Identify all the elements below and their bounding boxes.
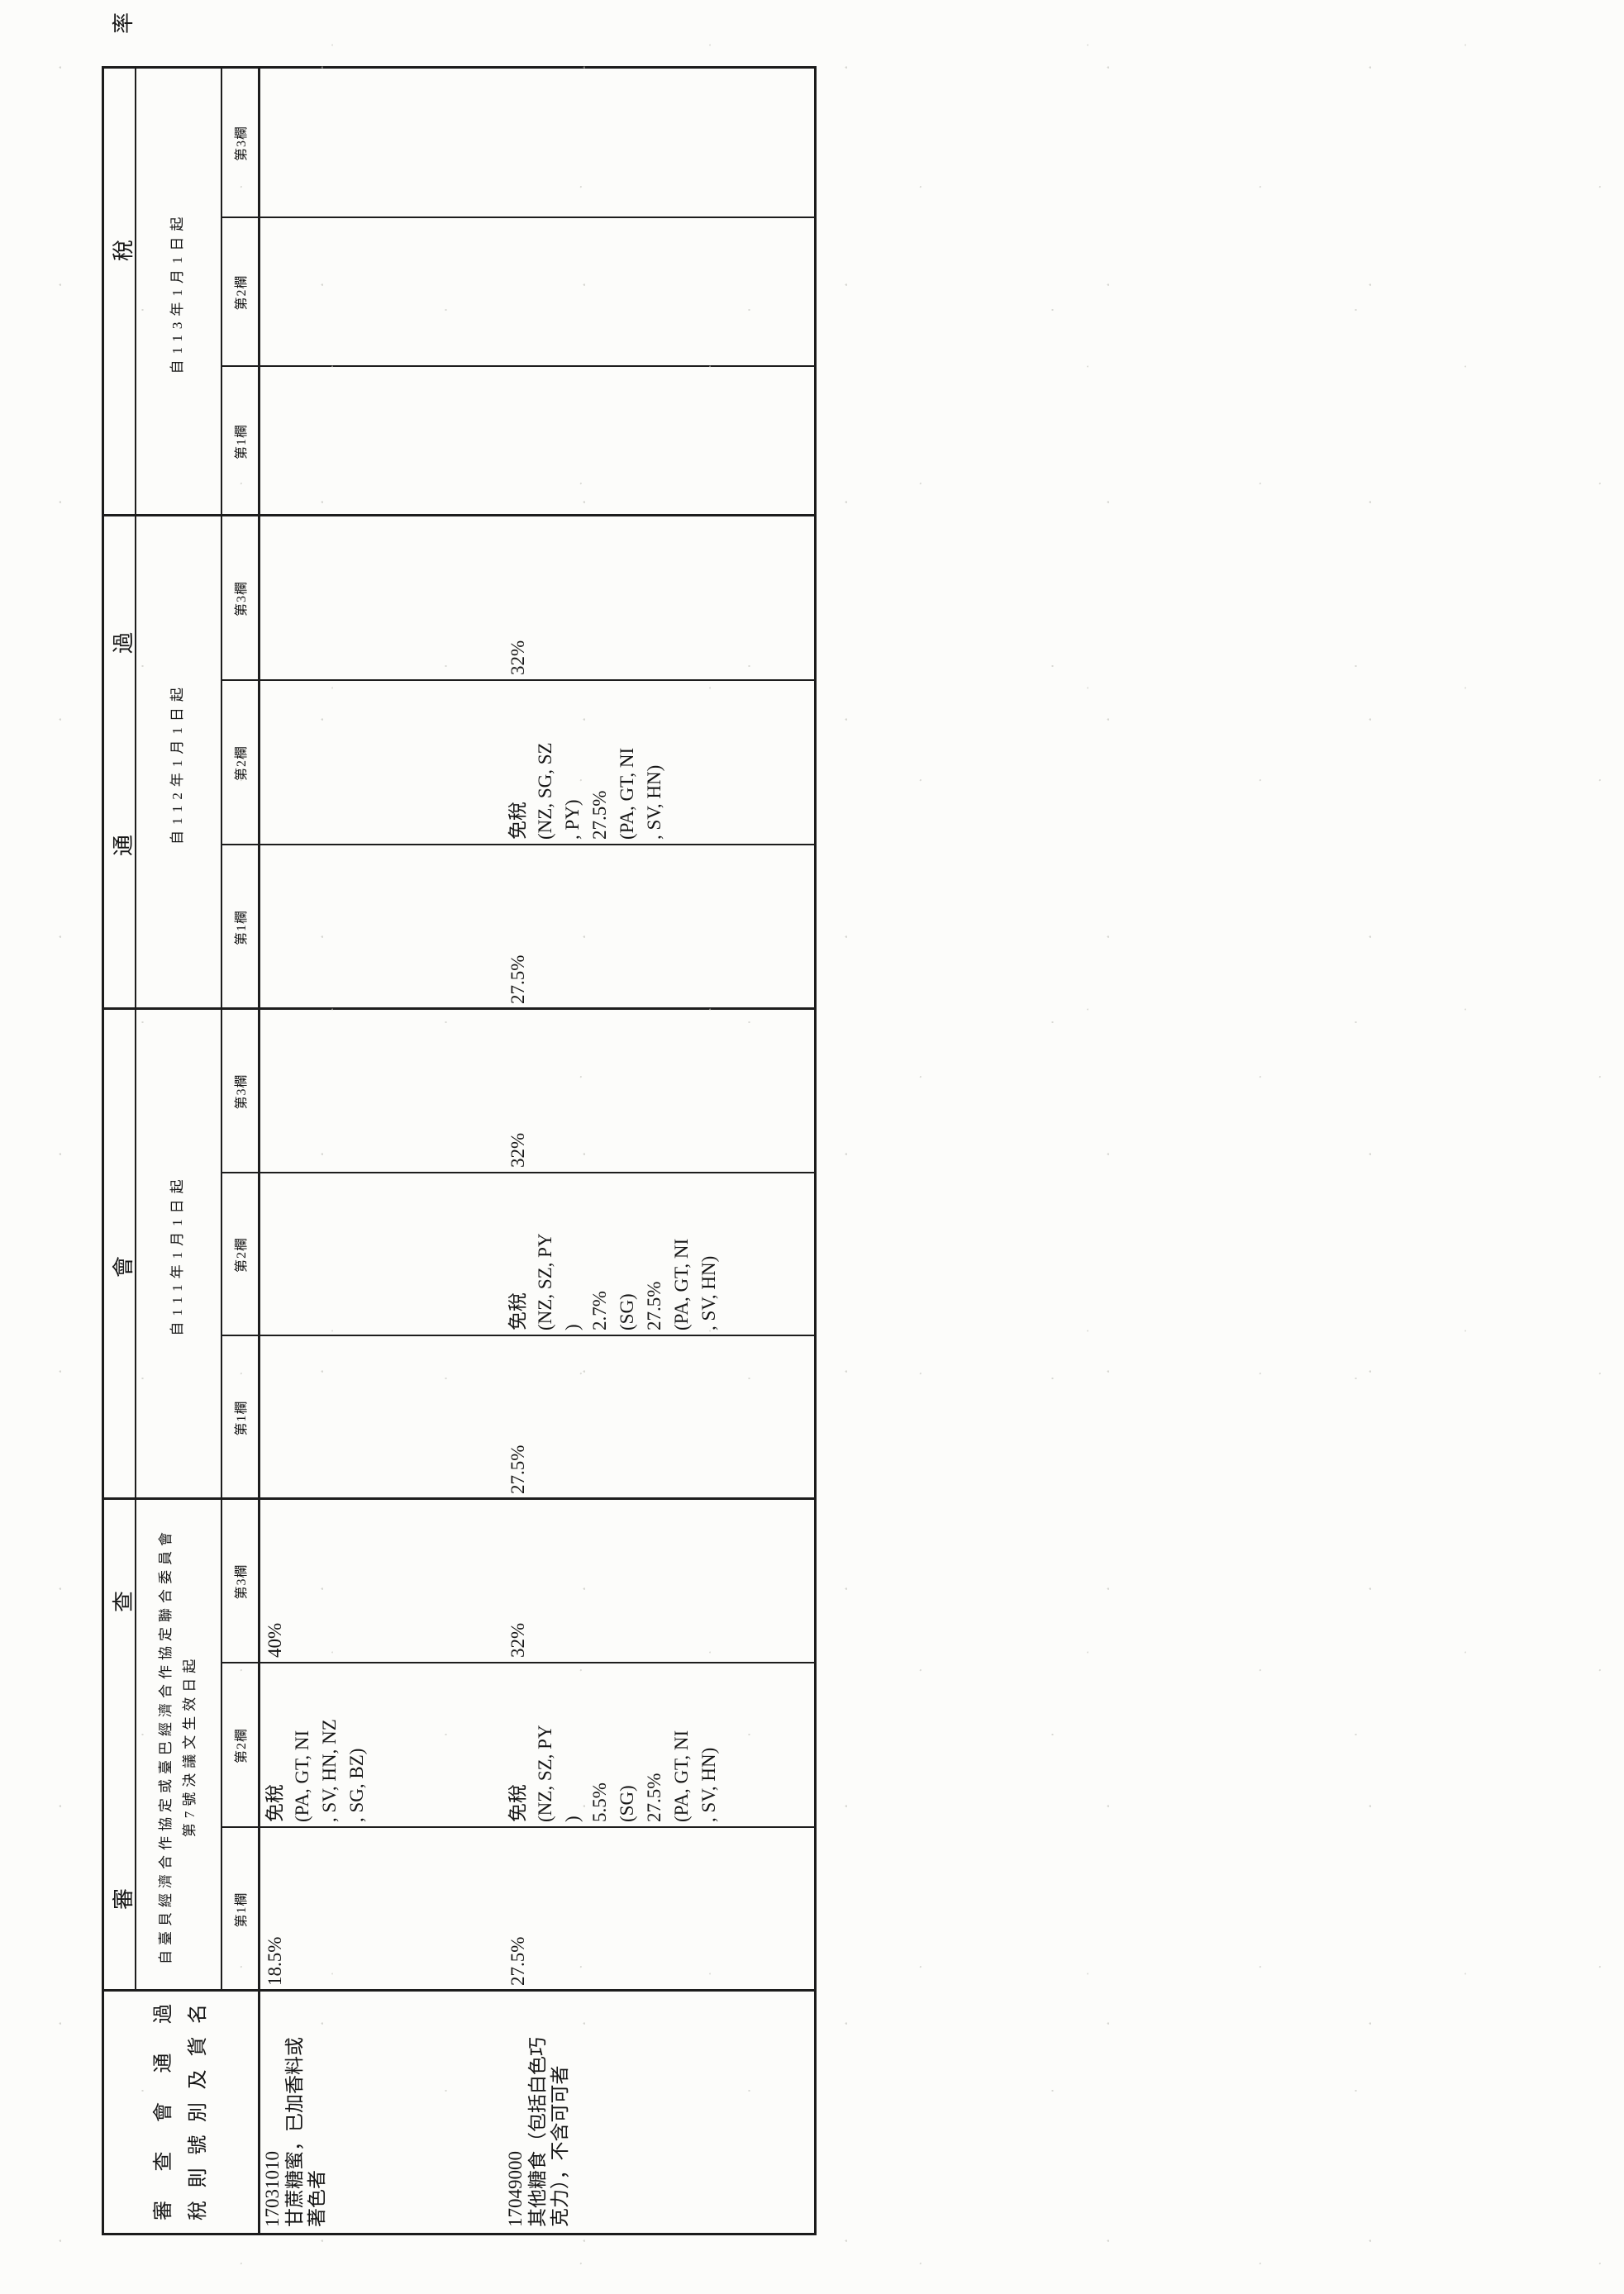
col-label-agreement-2: 第2欄 [234, 1728, 249, 1764]
rate-header-char: 過 [112, 631, 136, 654]
row-code-name: 17031010 甘蔗糖蜜，已加香料或 著色者 [262, 2037, 327, 2227]
rate-value: 40% [264, 1622, 285, 1658]
cell-agreement-col3: 40% 32% [258, 1500, 814, 1663]
rate-header: 審 查 會 通 過 稅 率 [104, 12, 136, 1992]
cell-113-col3 [258, 69, 814, 218]
rate-value: 免稅 (NZ, SG, SZ , PY) 27.5% (PA, GT, NI ,… [507, 742, 664, 840]
cell-112-col3: 32% [258, 516, 814, 681]
section-date-111: 自111年1月1日起 [135, 1010, 221, 1500]
rate-header-char: 率 [112, 12, 136, 34]
corner-header: 審查會通過 稅則號別及貨名 [104, 1992, 258, 2233]
section-date-agreement-line1: 自臺貝經濟合作協定或臺巴經濟合作協定聯合委員會 [157, 1527, 174, 1964]
col-label-112-2: 第2欄 [234, 745, 249, 782]
col-label-111-1: 第1欄 [234, 1400, 249, 1436]
rate-value: 免稅 (NZ, SZ, PY ) 5.5% (SG) 27.5% (PA, GT… [507, 1725, 719, 1822]
rate-header-char: 通 [112, 834, 136, 856]
rate-value: 32% [507, 640, 528, 675]
col-label-112-1: 第1欄 [234, 910, 249, 946]
cell-113-col2 [258, 218, 814, 367]
rate-value: 18.5% [264, 1936, 285, 1986]
cell-agreement-col1: 18.5% 27.5% [258, 1828, 814, 1992]
rate-header-char: 稅 [112, 239, 136, 261]
cell-111-col3: 32% [258, 1010, 814, 1173]
col-label-agreement-1: 第1欄 [234, 1892, 249, 1928]
cell-113-col1 [258, 367, 814, 516]
section-date-113-text: 自113年1月1日起 [169, 211, 186, 374]
rate-value: 免稅 (PA, GT, NI , SV, HN, NZ , SG, BZ) [264, 1719, 367, 1822]
rate-header-char: 查 [112, 1590, 136, 1612]
rate-value: 27.5% [507, 954, 528, 1004]
corner-header-line1: 審查會通過 [152, 2004, 174, 2220]
cell-112-col1: 27.5% [258, 845, 814, 1010]
col-label-agreement-3: 第3欄 [234, 1563, 249, 1600]
section-date-agreement: 自臺貝經濟合作協定或臺巴經濟合作協定聯合委員會 第7號決議文生效日起 [135, 1500, 221, 1992]
rate-header-char: 審 [112, 1887, 136, 1910]
section-date-112: 自112年1月1日起 [135, 516, 221, 1010]
rate-value: 32% [507, 1622, 528, 1658]
corner-header-line2: 稅則號別及貨名 [188, 2004, 209, 2220]
col-label-113-3: 第3欄 [234, 126, 249, 162]
col-label-113-1: 第1欄 [234, 424, 249, 460]
section-date-111-text: 自111年1月1日起 [169, 1173, 186, 1336]
col-label-111-2: 第2欄 [234, 1237, 249, 1273]
cell-111-col1: 27.5% [258, 1336, 814, 1500]
rate-value: 27.5% [507, 1444, 528, 1494]
row-code-name: 17049000 其他糖食（包括白色巧 克力），不含可可者 [505, 2037, 570, 2227]
rate-value: 免稅 (NZ, SZ, PY ) 2.7% (SG) 27.5% (PA, GT… [507, 1233, 719, 1330]
col-code-name: 17031010 甘蔗糖蜜，已加香料或 著色者 17049000 其他糖食（包括… [258, 1992, 814, 2233]
section-date-agreement-line2: 第7號決議文生效日起 [181, 1654, 198, 1838]
col-label-112-3: 第3欄 [234, 581, 249, 617]
cell-112-col2: 免稅 (NZ, SG, SZ , PY) 27.5% (PA, GT, NI ,… [258, 681, 814, 845]
section-date-113: 自113年1月1日起 [135, 69, 221, 516]
rate-value: 27.5% [507, 1936, 528, 1986]
rate-header-char: 會 [112, 1255, 136, 1278]
section-date-112-text: 自112年1月1日起 [169, 682, 186, 845]
tariff-table: 審查會通過 稅則號別及貨名 審 查 會 通 過 稅 率 自臺貝經濟合作協定或臺巴… [102, 12, 817, 2235]
col-label-111-3: 第3欄 [234, 1073, 249, 1110]
cell-agreement-col2: 免稅 (PA, GT, NI , SV, HN, NZ , SG, BZ) 免稅… [258, 1663, 814, 1828]
rate-value: 32% [507, 1132, 528, 1168]
cell-111-col2: 免稅 (NZ, SZ, PY ) 2.7% (SG) 27.5% (PA, GT… [258, 1173, 814, 1336]
col-label-113-2: 第2欄 [234, 274, 249, 311]
